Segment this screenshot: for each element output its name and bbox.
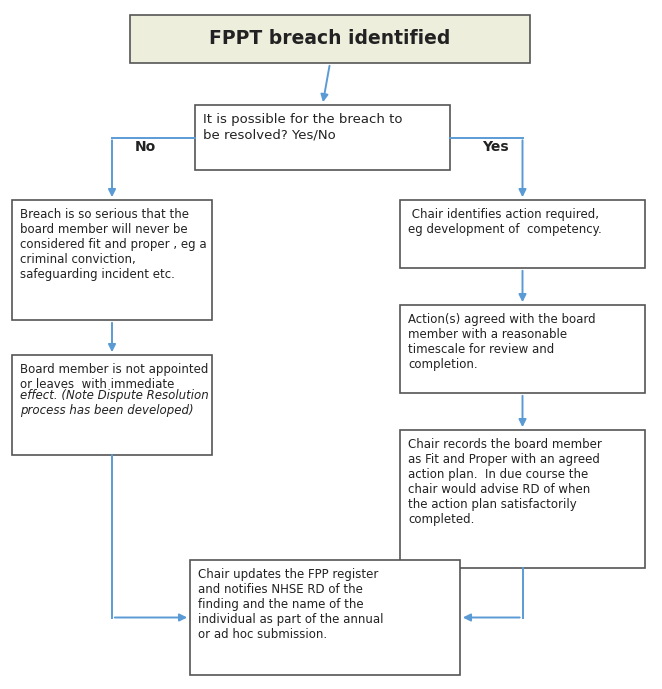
Text: Action(s) agreed with the board
member with a reasonable
timescale for review an: Action(s) agreed with the board member w… — [408, 313, 596, 371]
Text: FPPT breach identified: FPPT breach identified — [209, 30, 451, 48]
Text: No: No — [134, 140, 156, 154]
FancyBboxPatch shape — [130, 15, 530, 63]
FancyBboxPatch shape — [12, 355, 212, 455]
Text: Chair identifies action required,
eg development of  competency.: Chair identifies action required, eg dev… — [408, 208, 602, 236]
Text: Breach is so serious that the
board member will never be
considered fit and prop: Breach is so serious that the board memb… — [20, 208, 207, 281]
FancyBboxPatch shape — [400, 200, 645, 268]
Text: It is possible for the breach to
be resolved? Yes/No: It is possible for the breach to be reso… — [203, 113, 402, 141]
Text: Board member is not appointed
or leaves  with immediate: Board member is not appointed or leaves … — [20, 363, 209, 391]
FancyBboxPatch shape — [400, 430, 645, 568]
FancyBboxPatch shape — [195, 105, 450, 170]
FancyBboxPatch shape — [190, 560, 460, 675]
FancyBboxPatch shape — [12, 200, 212, 320]
Text: Chair records the board member
as Fit and Proper with an agreed
action plan.  In: Chair records the board member as Fit an… — [408, 438, 602, 526]
Text: Chair updates the FPP register
and notifies NHSE RD of the
finding and the name : Chair updates the FPP register and notif… — [198, 568, 383, 641]
Text: effect. (Note Dispute Resolution
process has been developed): effect. (Note Dispute Resolution process… — [20, 389, 209, 418]
FancyBboxPatch shape — [400, 305, 645, 393]
Text: Yes: Yes — [482, 140, 508, 154]
